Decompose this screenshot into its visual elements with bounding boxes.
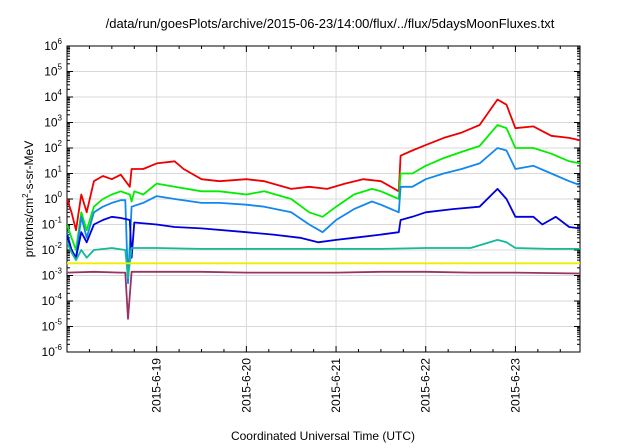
y-tick-label: 100 <box>44 190 62 206</box>
x-axis: 2015-6-19 2015-6-20 2015-6-21 2015-6-22 2015… <box>88 46 561 413</box>
y-tick-label: 10-4 <box>42 292 63 308</box>
series-line-2 <box>67 124 580 251</box>
series-line-4 <box>67 187 580 259</box>
x-tick-label: 2015-6-19 <box>150 358 164 413</box>
series-line-7 <box>67 270 580 320</box>
x-axis-label: Coordinated Universal Time (UTC) <box>231 429 415 443</box>
series-line-3 <box>67 147 580 285</box>
y-axis-label-unit: protons/cm <box>22 198 36 257</box>
x-tick-label: 2015-6-22 <box>419 358 433 413</box>
y-axis-label-rest: -s-sr-MeV <box>22 141 36 194</box>
y-axis-label-exponent: 2 <box>21 193 30 198</box>
y-axis: 10-6 10-5 10-4 10-3 10-2 10-1 100 101 102 103 104 1… <box>42 37 580 359</box>
chart-title: /data/run/goesPlots/archive/2015-06-23/1… <box>106 16 555 31</box>
series-layer <box>67 98 580 320</box>
y-tick-label: 10-5 <box>42 318 63 334</box>
y-tick-label: 106 <box>44 37 62 53</box>
y-tick-label: 102 <box>44 139 62 155</box>
y-tick-label: 10-3 <box>42 267 63 283</box>
x-tick-label: 2015-6-20 <box>239 358 253 413</box>
grid <box>67 46 580 352</box>
y-tick-label: 10-6 <box>42 343 63 359</box>
x-tick-label: 2015-6-21 <box>329 358 343 413</box>
series-line-1 <box>67 98 580 232</box>
y-tick-label: 10-2 <box>42 241 63 257</box>
y-tick-label: 105 <box>44 63 62 79</box>
x-tick-label: 2015-6-23 <box>508 358 522 413</box>
y-tick-label: 103 <box>44 114 62 130</box>
y-tick-label: 10-1 <box>42 216 63 232</box>
y-tick-label: 104 <box>44 88 62 104</box>
y-tick-label: 101 <box>44 165 62 181</box>
series-line-5 <box>67 238 580 279</box>
y-axis-label: protons/cm2-s-sr-MeV <box>21 141 36 257</box>
